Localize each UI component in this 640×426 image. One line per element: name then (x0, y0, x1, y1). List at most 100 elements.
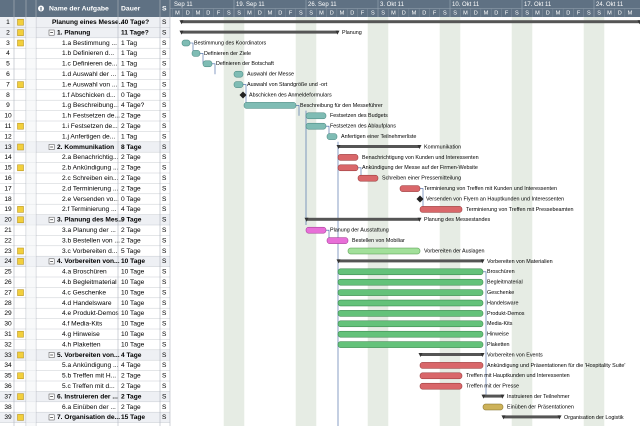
weekend-shade (511, 17, 522, 426)
task-bar[interactable] (243, 102, 297, 109)
task-duration: 10 Tage (121, 279, 145, 286)
day-label: S (227, 10, 231, 16)
task-name[interactable]: 2.b Ankündigung ... (62, 165, 119, 172)
task-bar[interactable] (202, 60, 213, 68)
task-start: S (162, 331, 167, 338)
task-name[interactable]: 5.b Treffen mit H... (62, 373, 116, 380)
task-duration: 2 Tage (121, 227, 141, 234)
bar-label: Geschenke (487, 290, 514, 296)
task-bar[interactable] (337, 268, 484, 276)
task-name[interactable]: 1.j Anfertigen de... (62, 133, 115, 140)
task-name[interactable]: 3. Planung des Mes... (57, 217, 124, 224)
bar-label: Treffen mit Hauptkunden und Interessente… (466, 373, 570, 379)
task-bar[interactable] (326, 133, 338, 140)
task-name[interactable]: 2.f Terminierung ... (62, 206, 117, 213)
task-name[interactable]: 1.h Festsetzen de... (62, 113, 120, 120)
bar-label: Instruieren der Teilnehmer (507, 394, 570, 400)
task-bar[interactable] (326, 237, 349, 244)
task-name[interactable]: 2. Kommunikation (57, 144, 114, 151)
task-name[interactable]: 5.c Treffen mit d... (62, 383, 115, 390)
task-name[interactable]: 1.f Abschicken d... (62, 92, 116, 99)
task-bar[interactable] (337, 278, 484, 286)
row-number: 38 (4, 404, 12, 411)
task-bar[interactable] (347, 247, 421, 255)
task-name[interactable]: 2.a Benachrichtig... (62, 154, 119, 161)
task-duration: 4 Tage (121, 206, 141, 213)
task-start: S (162, 258, 167, 265)
task-bar[interactable] (337, 320, 484, 328)
task-name[interactable]: 1. Planung (57, 29, 90, 36)
task-bar[interactable] (337, 330, 484, 338)
task-duration: 0 Tage (121, 196, 141, 203)
task-duration: 2 Tage (121, 113, 141, 120)
task-bar[interactable] (337, 341, 484, 348)
summary-cap (480, 259, 485, 264)
summary-cap (335, 30, 340, 35)
task-name[interactable]: 4.f Media-Kits (62, 321, 103, 328)
task-name[interactable]: Planung eines Messe... (52, 19, 124, 26)
task-bar[interactable] (337, 299, 484, 307)
task-bar[interactable] (233, 70, 244, 78)
task-name[interactable]: 4.h Plaketten (62, 341, 101, 348)
task-name[interactable]: 4.a Broschüren (62, 269, 107, 276)
task-bar[interactable] (233, 81, 244, 88)
summary-cap (481, 394, 486, 399)
task-bar[interactable] (357, 174, 379, 182)
task-name[interactable]: 2.c Schreiben ein... (62, 175, 119, 182)
task-duration: 2 Tage (121, 175, 141, 182)
task-name[interactable]: 1.d Auswahl der ... (62, 71, 116, 78)
task-name[interactable]: 4.d Handelsware (62, 300, 112, 307)
task-start: S (162, 92, 167, 99)
task-name[interactable]: 3.b Bestellen von ... (62, 237, 120, 244)
summary-row (0, 256, 170, 267)
task-bar[interactable] (419, 372, 463, 380)
summary-bar (181, 20, 640, 24)
task-name[interactable]: 4.c Geschenke (62, 289, 106, 296)
row-number: 10 (4, 113, 12, 120)
note-icon (17, 393, 24, 400)
task-bar[interactable] (399, 185, 421, 192)
day-label: S (443, 10, 447, 16)
task-bar[interactable] (419, 362, 484, 369)
task-name[interactable]: 4.b Begleitmaterial (62, 279, 117, 286)
task-name[interactable]: 1.i Festsetzen de... (62, 123, 118, 130)
day-label: D (186, 10, 190, 16)
task-name[interactable]: 1.c Definieren de... (62, 61, 118, 68)
task-bar[interactable] (305, 122, 327, 130)
task-start: S (162, 310, 167, 317)
task-name[interactable]: 4.e Produkt-Demos (62, 310, 120, 317)
task-name[interactable]: 1.g Beschreibung... (62, 102, 119, 109)
row-number: 37 (4, 393, 12, 400)
task-bar[interactable] (337, 154, 359, 161)
task-name[interactable]: 5. Vorbereiten von... (57, 352, 120, 359)
task-name[interactable]: 6.a Einüben der ... (62, 404, 116, 411)
task-name[interactable]: 5.a Ankündigung ... (62, 362, 119, 369)
task-bar[interactable] (419, 206, 463, 213)
task-bar[interactable] (191, 50, 201, 57)
task-name[interactable]: 1.b Definieren d... (62, 50, 114, 57)
task-bar[interactable] (337, 289, 484, 296)
task-start: S (162, 373, 167, 380)
bar-label: Planung (342, 30, 362, 36)
task-name[interactable]: 2.d Terminierung ... (62, 185, 118, 192)
task-bar[interactable] (337, 164, 359, 172)
task-bar[interactable] (482, 403, 504, 411)
task-name[interactable]: 3.a Planung der ... (62, 227, 116, 234)
task-name[interactable]: 1.e Auswahl von ... (62, 81, 118, 88)
task-bar[interactable] (181, 39, 191, 47)
task-name[interactable]: 7. Organisation de... (57, 414, 120, 421)
day-label: M (391, 10, 396, 16)
task-name[interactable]: 4.g Hinweise (62, 331, 100, 338)
task-bar[interactable] (419, 382, 463, 390)
task-name[interactable]: 3.c Vorbereiten d... (62, 248, 118, 255)
task-bar[interactable] (305, 226, 327, 234)
task-name[interactable]: 6. Instruieren der ... (57, 393, 118, 400)
task-name[interactable]: 4. Vorbereiten von... (57, 258, 120, 265)
bar-label: Hinweise (487, 332, 509, 338)
dependency-link (483, 271, 487, 397)
task-name[interactable]: 1.a Bestimmung ... (62, 40, 117, 47)
task-bar[interactable] (305, 112, 327, 120)
task-bar[interactable] (337, 310, 484, 317)
day-label: M (268, 10, 273, 16)
task-name[interactable]: 2.e Versenden vo... (62, 196, 119, 203)
